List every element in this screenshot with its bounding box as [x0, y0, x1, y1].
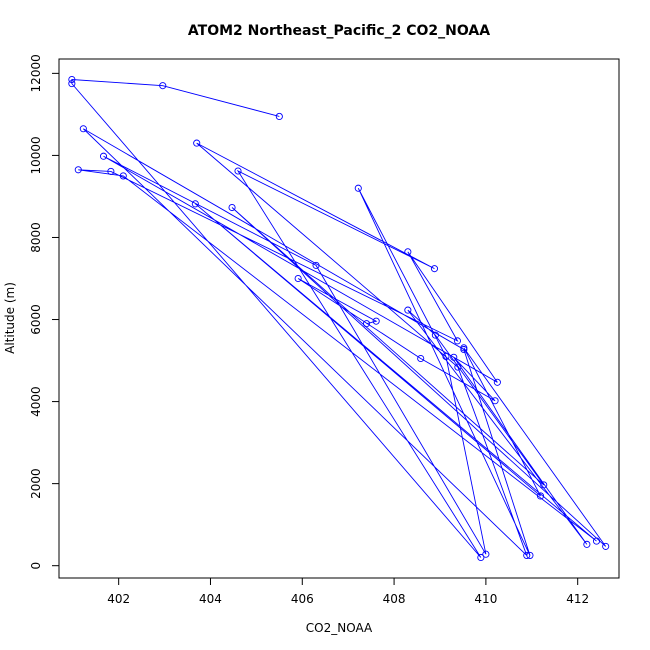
y-tick-label: 0 [29, 562, 43, 570]
x-tick-label: 404 [199, 592, 222, 606]
series-line-path [71, 79, 607, 558]
data-point [482, 550, 490, 558]
data-point [453, 337, 461, 345]
data-point [191, 200, 199, 208]
x-tick-label: 410 [474, 592, 497, 606]
data-point [119, 172, 127, 180]
data-point [159, 82, 167, 90]
y-axis-label: Altitude (m) [3, 282, 17, 354]
y-tick-label: 4000 [29, 386, 43, 417]
data-point [592, 537, 601, 545]
data-point [107, 167, 115, 175]
series-line [71, 79, 607, 558]
data-point [523, 551, 531, 559]
y-tick-label: 10000 [29, 136, 43, 174]
y-tick-label: 6000 [29, 304, 43, 335]
data-point [404, 248, 412, 256]
x-axis-label: CO2_NOAA [306, 621, 373, 635]
data-point [193, 139, 201, 147]
data-point [404, 306, 412, 314]
x-tick-label: 412 [566, 592, 589, 606]
data-point [228, 203, 236, 212]
y-tick-label: 2000 [29, 468, 43, 499]
data-point [442, 352, 450, 361]
data-point [491, 397, 499, 405]
data-point [450, 353, 458, 361]
x-tick-label: 406 [291, 592, 314, 606]
data-point [362, 320, 371, 328]
chart-title: ATOM2 Northeast_Pacific_2 CO2_NOAA [188, 23, 490, 39]
data-point [99, 152, 108, 160]
data-point [454, 363, 462, 371]
data-point [536, 492, 545, 500]
series-points [68, 75, 610, 562]
y-axis: 0 2000 4000 6000 8000 10000 12000 [29, 54, 60, 570]
data-point [275, 112, 283, 120]
data-point [234, 167, 242, 175]
data-point [602, 542, 610, 550]
data-point [460, 344, 468, 352]
data-point [540, 481, 548, 489]
data-point [583, 540, 591, 548]
data-point [312, 261, 320, 269]
data-point [372, 317, 380, 325]
data-point [477, 553, 485, 562]
data-point [354, 184, 362, 192]
x-tick-label: 402 [107, 592, 130, 606]
data-point [74, 166, 82, 174]
data-point [526, 551, 534, 559]
data-point [68, 80, 76, 88]
x-axis: 402 404 406 408 410 412 [107, 577, 589, 606]
x-tick-label: 408 [383, 592, 406, 606]
y-tick-label: 12000 [29, 54, 43, 92]
data-point [79, 125, 87, 133]
y-tick-label: 8000 [29, 222, 43, 253]
data-point [417, 354, 425, 363]
data-point [493, 378, 501, 386]
data-point [68, 75, 76, 84]
data-point [430, 265, 439, 273]
data-point [431, 331, 439, 339]
data-point [294, 274, 302, 283]
